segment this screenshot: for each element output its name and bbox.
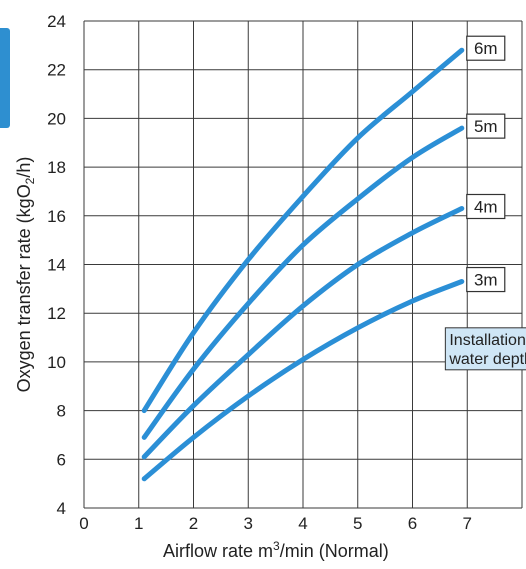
- annotation-line-1: Installation: [449, 332, 525, 349]
- y-tick-labels: 4 6 8 10 12 14 16 18 20 22 24: [47, 12, 66, 518]
- x-axis-title-main: Airflow rate m: [163, 541, 273, 561]
- series-tag-box-5m: [466, 113, 506, 139]
- y-axis-title-main: Oxygen transfer rate (kgO: [14, 184, 34, 392]
- series-tag-3m: 3m: [474, 271, 498, 290]
- y-tick-label-6: 6: [57, 450, 66, 469]
- x-tick-label-0: 0: [79, 514, 88, 533]
- y-tick-label-20: 20: [47, 109, 66, 128]
- x-tick-label-3: 3: [244, 514, 253, 533]
- series-tags: 6m 5m 4m 3m: [466, 35, 506, 293]
- y-tick-label-16: 16: [47, 207, 66, 226]
- y-tick-label-4: 4: [57, 499, 66, 518]
- x-axis-title-superscript: 3: [273, 539, 280, 553]
- y-tick-label-14: 14: [47, 256, 66, 275]
- x-tick-labels: 0 1 2 3 4 5 6 7: [79, 514, 472, 533]
- x-tick-label-2: 2: [189, 514, 198, 533]
- series-tag-box-6m: [466, 35, 506, 61]
- series-line-6m: [141, 47, 465, 414]
- series-lines: [141, 47, 465, 482]
- y-axis-title-rest: /h): [14, 157, 34, 178]
- x-axis-title-rest: /min (Normal): [280, 541, 389, 561]
- y-tick-label-12: 12: [47, 304, 66, 323]
- grid: [83, 20, 523, 509]
- y-tick-label-10: 10: [47, 353, 66, 372]
- series-line-4m: [141, 206, 465, 460]
- annotation-background: [444, 327, 526, 371]
- series-line-3m: [141, 279, 465, 482]
- y-tick-label-8: 8: [57, 402, 66, 421]
- annotation-line-2: water depth: [448, 351, 526, 368]
- y-tick-label-24: 24: [47, 12, 66, 31]
- y-tick-label-22: 22: [47, 61, 66, 80]
- series-tag-box-3m: [466, 266, 506, 293]
- x-tick-label-6: 6: [408, 514, 417, 533]
- side-tab-decoration: [0, 28, 10, 128]
- x-tick-label-4: 4: [298, 514, 307, 533]
- series-tag-6m: 6m: [474, 39, 498, 58]
- series-tag-5m: 5m: [474, 117, 498, 136]
- x-axis-title: Airflow rate m3/min (Normal): [163, 539, 389, 561]
- series-line-5m: [141, 125, 465, 440]
- series-tag-4m: 4m: [474, 197, 498, 216]
- y-axis-title-subscript: 2: [23, 177, 37, 184]
- annotation-box: Installation water depth: [444, 327, 526, 371]
- x-tick-label-5: 5: [353, 514, 362, 533]
- x-tick-label-7: 7: [463, 514, 472, 533]
- x-tick-label-1: 1: [134, 514, 143, 533]
- y-tick-label-18: 18: [47, 158, 66, 177]
- series-tag-box-4m: [466, 193, 506, 220]
- y-axis-title: Oxygen transfer rate (kgO2/h): [14, 157, 37, 393]
